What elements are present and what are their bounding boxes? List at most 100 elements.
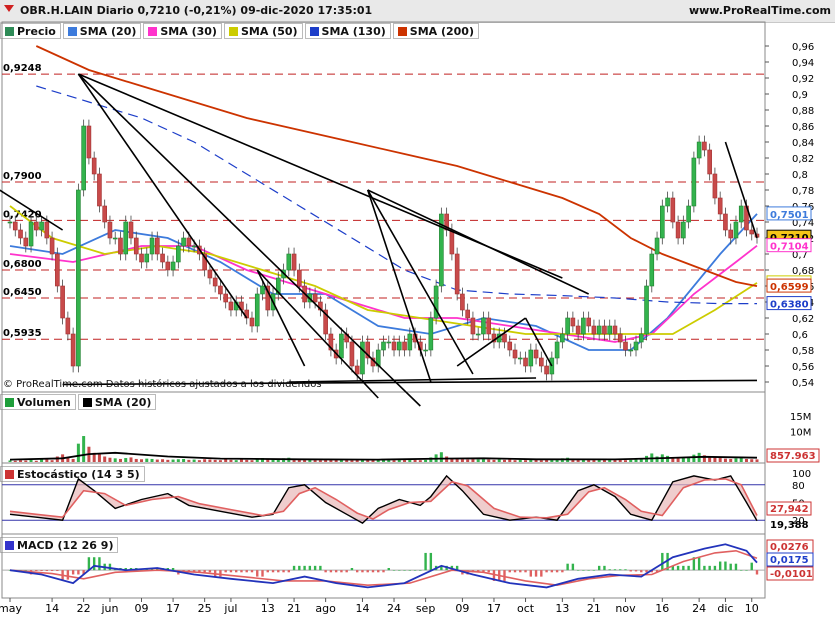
macd-histogram-bar [198, 570, 201, 573]
level-label: 0,6800 [3, 259, 42, 270]
trend-line [367, 189, 590, 295]
candle-body [628, 349, 634, 352]
macd-histogram-bar [219, 570, 222, 577]
candle-body [449, 229, 455, 255]
volume-bar [371, 460, 375, 462]
volume-bar [439, 452, 443, 462]
macd-histogram-bar [224, 570, 227, 573]
volume-bar [255, 458, 259, 462]
legend-item[interactable]: Estocástico (14 3 5) [0, 466, 145, 482]
volume-bar [392, 460, 396, 462]
legend-item[interactable]: SMA (20) [62, 23, 142, 39]
legend-item[interactable]: Precio [0, 23, 61, 39]
volume-bar [224, 459, 228, 462]
legend-item[interactable]: SMA (20) [77, 394, 157, 410]
trend-line [77, 73, 248, 319]
stochastic-legend: Estocástico (14 3 5) [0, 466, 145, 482]
legend-item[interactable]: SMA (50) [223, 23, 303, 39]
candle-body [717, 197, 723, 215]
candle-body [65, 317, 71, 335]
y-tick-label: 0,96 [792, 42, 814, 53]
candle-body [728, 229, 733, 239]
legend-item[interactable]: Volumen [0, 394, 76, 410]
y-tick-label: 0,88 [792, 106, 814, 117]
candle-body [133, 237, 139, 255]
volume-bar [203, 459, 207, 462]
candle-body [12, 221, 18, 231]
macd-histogram-bar [329, 570, 333, 573]
price-label-box [766, 206, 812, 221]
down-arrow-icon [4, 5, 14, 12]
volume-bar [460, 459, 464, 462]
legend-item[interactable]: SMA (200) [392, 23, 479, 39]
macd-histogram-bar [455, 565, 459, 571]
candle-body [170, 261, 176, 271]
candle-body [49, 237, 55, 255]
x-tick-label: 25 [198, 602, 212, 615]
candle-body [386, 341, 392, 344]
volume-bar [303, 459, 307, 462]
macd-histogram-bar [692, 557, 696, 571]
volume-bar [681, 457, 685, 462]
y-tick-label: 0,9 [792, 90, 808, 101]
macd-histogram-bar [619, 569, 622, 571]
macd-histogram-bar [98, 557, 101, 571]
volume-bar [166, 459, 170, 462]
macd-histogram-bar [192, 570, 196, 573]
volume-bar [502, 459, 506, 462]
brand-link[interactable]: www.ProRealTime.com [688, 4, 831, 17]
x-tick-label: 13 [555, 602, 569, 615]
volume-bar [744, 458, 748, 462]
volume-bar [140, 459, 144, 462]
macd-histogram-bar [266, 570, 269, 573]
candle-body [102, 205, 107, 223]
macd-histogram-bar [387, 568, 390, 571]
macd-histogram-bar [734, 563, 738, 571]
candle-body [349, 341, 355, 367]
candle-body [533, 349, 539, 359]
candle-body [402, 341, 407, 351]
candle-body [123, 221, 129, 255]
volume-bar [45, 459, 49, 462]
volume-bar [176, 459, 180, 462]
legend-item[interactable]: SMA (130) [304, 23, 391, 39]
volume-bar [755, 459, 759, 462]
volume-bar [276, 459, 280, 462]
macd-histogram-bar [229, 570, 233, 573]
macd-histogram-bar [355, 570, 359, 573]
legend-item[interactable]: MACD (12 26 9) [0, 537, 119, 553]
candle-body [670, 197, 676, 223]
candle-body [396, 341, 402, 351]
volume-bar [666, 455, 670, 462]
candle-body [181, 237, 186, 247]
macd-histogram-bar [613, 569, 617, 571]
macd-histogram-bar [50, 570, 54, 572]
volume-bar [308, 459, 312, 462]
macd-histogram-bar [524, 570, 527, 573]
candle-body [612, 325, 618, 335]
legend-item[interactable]: SMA (30) [143, 23, 222, 39]
candle-body [465, 309, 470, 319]
y-tick-label: 0,78 [792, 186, 814, 197]
macd-histogram-bar [377, 570, 380, 573]
legend-swatch [67, 26, 77, 36]
x-tick-label: 14 [355, 602, 369, 615]
y-tick-label: 0,56 [792, 362, 814, 373]
volume-bar [366, 459, 370, 462]
candle-body [218, 285, 223, 295]
candle-body [70, 333, 76, 367]
candle-body [749, 229, 755, 235]
x-tick-label: ago [315, 602, 336, 615]
candle-body [433, 285, 439, 319]
x-tick-label: 22 [77, 602, 91, 615]
volume-bar [418, 460, 422, 462]
candle-body [28, 221, 34, 247]
y-tick-label: 0,94 [792, 58, 814, 69]
macd-histogram-bar [624, 569, 627, 571]
volume-bar [197, 460, 201, 462]
candle-body [323, 309, 328, 335]
volume-bar [534, 459, 538, 462]
macd-histogram-bar [256, 570, 259, 577]
macd-histogram-bar [277, 570, 280, 573]
